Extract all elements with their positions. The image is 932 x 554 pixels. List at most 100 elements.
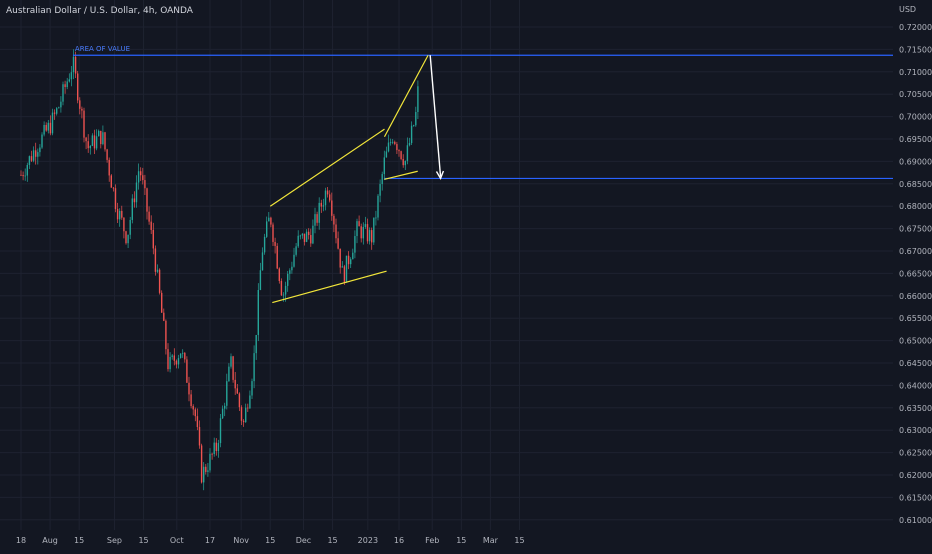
candle [144, 174, 146, 195]
candle [182, 349, 184, 358]
candle [173, 348, 175, 366]
candle [221, 405, 224, 419]
candle [95, 129, 98, 151]
candle [257, 283, 259, 342]
candle [280, 278, 283, 297]
time-tick-label: Oct [170, 536, 184, 545]
candle [392, 138, 394, 145]
wedge-lower-trendline[interactable] [384, 170, 418, 180]
price-tick-label: 0.70500 [899, 90, 932, 99]
price-tick-label: 0.69000 [899, 157, 932, 166]
candle [58, 106, 60, 109]
candle [22, 171, 24, 181]
price-tick-label: 0.65000 [899, 337, 932, 346]
candle [299, 234, 301, 240]
candle [228, 363, 230, 382]
candle [45, 122, 47, 132]
candle [331, 192, 333, 221]
candle [263, 233, 266, 255]
candle [194, 407, 196, 422]
candle [343, 264, 346, 286]
channel-upper-trendline[interactable] [269, 128, 385, 207]
candle [56, 107, 58, 116]
price-axis[interactable]: USD 0.72000 0.71500 0.71000 0.70500 0.70000 0.… [899, 5, 932, 525]
symbol-title: Australian Dollar / U.S. Dollar, 4h, OAN… [6, 6, 193, 16]
candle [404, 160, 406, 171]
candle [268, 212, 270, 222]
candle [295, 242, 297, 257]
candle [41, 132, 43, 149]
candle [234, 371, 236, 395]
price-tick-label: 0.71500 [899, 45, 932, 54]
candle [329, 190, 331, 203]
candle [337, 231, 339, 250]
time-tick-label: 2023 [358, 536, 378, 545]
candle [247, 403, 249, 412]
candle [377, 194, 379, 221]
candle [200, 443, 203, 484]
time-tick-label: 15 [456, 536, 466, 545]
wedge-upper-trendline[interactable] [383, 54, 429, 138]
candle [211, 452, 213, 460]
candle [345, 255, 348, 283]
candle [205, 463, 207, 475]
candle [177, 354, 180, 369]
candle [142, 167, 144, 185]
candle [236, 383, 238, 394]
candle [238, 392, 241, 412]
time-axis[interactable]: 18 Aug 15 Sep 15 Oct 17 Nov 15 Dec 15 2023 16 Feb 15 Ma… [16, 536, 525, 545]
candle [66, 77, 68, 90]
candle [213, 437, 215, 457]
candle [289, 268, 291, 281]
candle [188, 376, 190, 402]
currency-label: USD [899, 5, 916, 14]
candle [156, 264, 159, 274]
candle [127, 234, 129, 249]
candle [91, 133, 94, 147]
candle [196, 408, 199, 431]
candle [417, 80, 419, 120]
forecast-arrow[interactable] [429, 55, 445, 181]
candle [20, 170, 22, 176]
candle [322, 198, 325, 212]
candle [413, 124, 415, 127]
candle [362, 222, 364, 245]
candle [410, 121, 413, 146]
candle [89, 144, 91, 155]
candle [133, 191, 136, 208]
candle [297, 230, 299, 248]
candle [47, 119, 49, 134]
candle [274, 237, 276, 254]
candle [114, 184, 117, 213]
candle [26, 162, 28, 182]
candle [224, 402, 226, 417]
candle [341, 261, 343, 268]
price-tick-label: 0.70000 [899, 113, 932, 122]
price-tick-label: 0.66500 [899, 269, 932, 278]
candle [131, 194, 133, 224]
candle [335, 218, 337, 244]
candle [98, 129, 100, 137]
price-tick-label: 0.62500 [899, 449, 932, 458]
candle [121, 205, 123, 220]
candle [400, 150, 402, 161]
candle [70, 65, 73, 87]
candle [240, 405, 243, 426]
candle [303, 233, 306, 246]
candle [255, 334, 257, 360]
candle [49, 115, 52, 136]
channel-lower-trendline[interactable] [272, 270, 387, 304]
time-tick-label: 17 [205, 536, 215, 545]
price-tick-label: 0.68000 [899, 202, 932, 211]
candle [28, 155, 31, 170]
candle [358, 215, 360, 227]
candle [146, 187, 148, 220]
candle [169, 352, 171, 373]
candle [64, 80, 66, 94]
candle [163, 308, 165, 322]
price-tick-label: 0.63500 [899, 404, 932, 413]
candle [406, 137, 409, 165]
candle [387, 134, 390, 153]
